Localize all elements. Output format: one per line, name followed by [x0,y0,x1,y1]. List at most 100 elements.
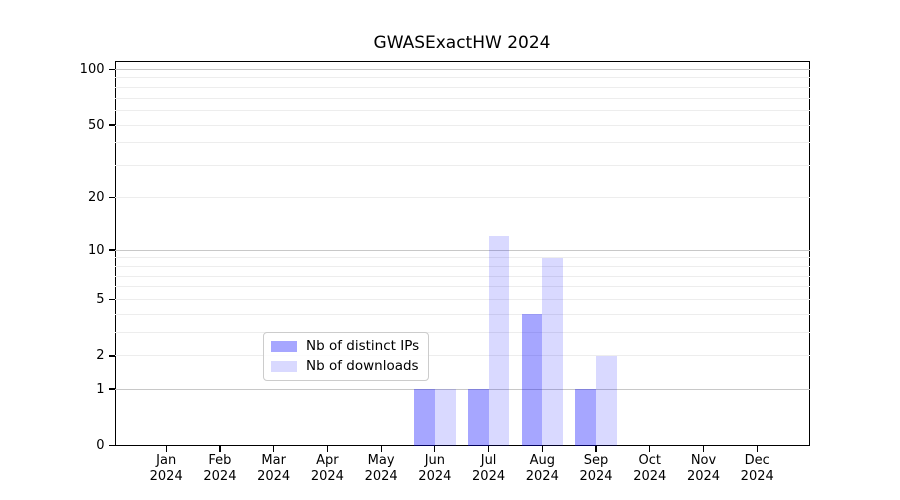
year-label: 2024 [579,468,613,484]
minor-gridline [114,298,810,300]
major-gridline [114,68,810,70]
x-tick-label-sep: Sep 2024 [566,453,626,485]
legend-entry-downloads: Nb of downloads [271,358,419,375]
x-axis-tick [434,445,436,452]
x-tick-label-aug: Aug 2024 [512,453,572,485]
y-tick-label-2: 2 [96,348,105,364]
x-axis-tick [380,445,382,452]
y-axis-tick [108,355,115,357]
legend-label-downloads: Nb of downloads [306,358,419,374]
x-axis-tick [541,445,543,452]
y-tick-label-0: 0 [96,438,105,453]
chart-title: GWASExactHW 2024 [373,33,551,53]
bar-nb-of-downloads-jun [434,389,456,446]
y-axis-tick [108,196,115,198]
major-gridline [114,388,810,390]
month-label: Dec [744,452,770,468]
month-label: May [367,452,395,468]
minor-gridline [114,77,810,79]
year-label: 2024 [472,468,506,484]
x-tick-label-apr: Apr 2024 [297,453,357,485]
month-label: Sep [583,452,609,468]
month-label: Aug [529,452,555,468]
plot-area [114,61,810,446]
bar-nb-of-distinct-ips-aug [521,314,543,446]
minor-gridline [114,265,810,267]
y-axis-tick [108,298,115,301]
month-label: Jun [424,452,445,468]
x-axis-tick [756,445,758,452]
bar-nb-of-distinct-ips-sep [575,389,597,446]
bar-nb-of-downloads-jul [488,236,510,446]
y-axis-tick [108,68,115,70]
bar-nb-of-distinct-ips-jun [414,389,435,446]
month-label: Jul [480,452,497,468]
year-label: 2024 [310,468,344,484]
y-axis-tick [108,444,115,447]
x-axis-tick [273,445,275,452]
minor-gridline [114,165,810,167]
bar-nb-of-downloads-aug [542,257,563,446]
y-tick-label-50: 50 [87,117,105,133]
y-axis-tick [108,388,115,390]
month-label: Mar [261,452,286,468]
legend-label-distinct-ips: Nb of distinct IPs [306,338,420,354]
x-axis-tick [595,445,597,452]
minor-gridline [114,355,810,357]
bar-nb-of-downloads-sep [596,355,617,446]
year-label: 2024 [418,468,452,484]
minor-gridline [114,257,810,259]
bar-nb-of-distinct-ips-jul [467,389,489,446]
y-tick-label-100: 100 [79,61,105,77]
x-tick-label-nov: Nov 2024 [674,453,734,485]
year-label: 2024 [686,468,721,484]
x-tick-label-oct: Oct 2024 [620,453,680,485]
x-axis-tick [165,445,167,452]
x-tick-label-jan: Jan 2024 [136,453,196,485]
x-axis-tick [487,445,490,452]
year-label: 2024 [740,468,774,484]
month-label: Jan [156,452,177,468]
legend: Nb of distinct IPs Nb of downloads [263,332,430,381]
minor-gridline [114,196,810,198]
minor-gridline [114,86,810,88]
x-axis-tick [326,445,328,452]
y-tick-label-10: 10 [87,242,105,258]
minor-gridline [114,97,810,99]
legend-entry-distinct-ips: Nb of distinct IPs [271,338,419,355]
x-tick-label-dec: Dec 2024 [727,453,787,485]
y-tick-label-20: 20 [87,189,105,205]
minor-gridline [114,124,810,126]
x-axis-tick [702,445,705,452]
year-label: 2024 [525,468,559,484]
minor-gridline [114,275,810,277]
y-tick-label-1: 1 [96,381,105,397]
minor-gridline [114,332,810,334]
minor-gridline [114,142,810,144]
x-tick-label-may: May 2024 [351,453,411,485]
month-label: Nov [690,452,717,468]
x-axis-tick [649,445,651,452]
year-label: 2024 [257,468,291,484]
minor-gridline [114,286,810,288]
month-label: Oct [638,452,661,468]
major-gridline [114,249,810,251]
year-label: 2024 [364,468,398,484]
year-label: 2024 [203,468,237,484]
minor-gridline [114,313,810,315]
month-label: Apr [316,452,339,468]
x-tick-label-jul: Jul 2024 [459,453,519,485]
legend-swatch-downloads [271,361,297,372]
year-label: 2024 [633,468,667,484]
x-axis-tick [219,445,221,452]
y-axis-tick [108,249,115,251]
x-tick-label-jun: Jun 2024 [405,453,465,485]
legend-swatch-distinct-ips [271,341,297,352]
x-tick-label-mar: Mar 2024 [244,453,304,485]
x-tick-label-feb: Feb 2024 [190,453,250,485]
minor-gridline [114,109,810,111]
y-axis-tick [108,124,115,126]
year-label: 2024 [149,468,183,484]
month-label: Feb [208,452,232,468]
